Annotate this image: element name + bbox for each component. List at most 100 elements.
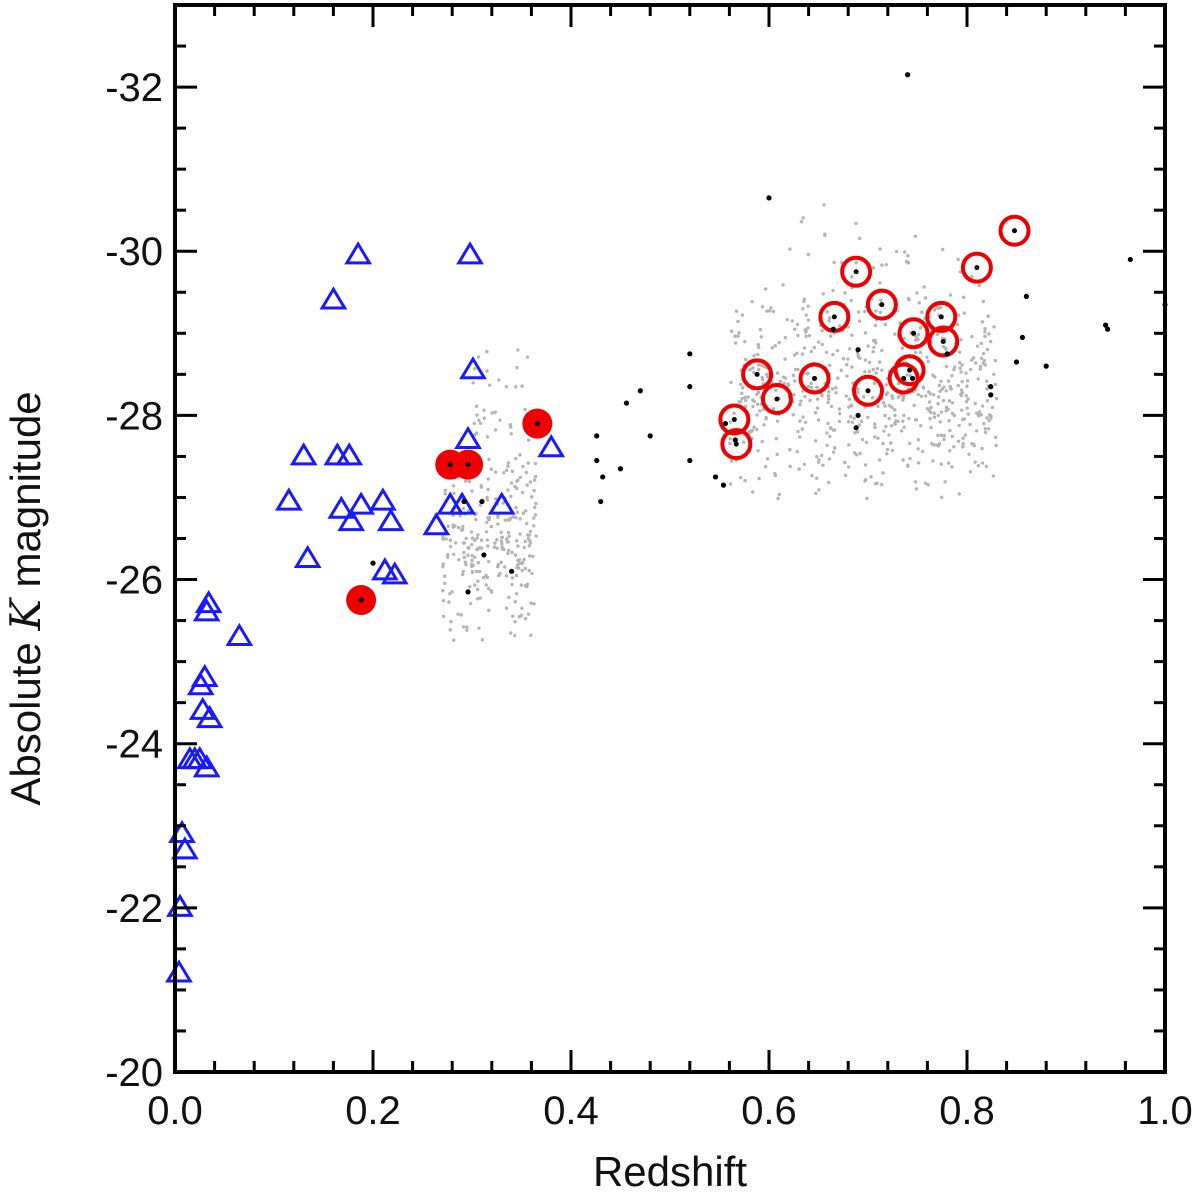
grey-point [854,221,858,226]
grey-point [525,521,529,526]
grey-point [978,364,983,369]
grey-point [441,564,445,569]
grey-point [961,445,965,449]
grey-point [843,291,847,295]
grey-point [957,492,962,496]
grey-point [869,475,873,479]
grey-point [486,477,490,481]
grey-point [755,413,759,417]
grey-point [795,351,799,355]
axes: 0.0 0.2 0.4 0.6 0.8 1.0 -20 -22 -24 -26 -28 -30 -32 [105,3,1193,1133]
grey-point [510,550,514,555]
black-dot [754,371,760,377]
triangle-point [319,286,348,310]
grey-point [447,600,451,604]
grey-point [933,375,937,379]
grey-point [983,334,987,339]
grey-point [504,468,509,472]
triangle-point [537,434,566,458]
grey-point [884,392,889,397]
black-dot [907,367,913,373]
grey-point [952,365,957,369]
grey-point [939,379,943,383]
triangle-point [454,425,482,450]
grey-point [955,322,960,327]
grey-point [733,334,737,338]
grey-point [470,489,474,493]
grey-point [530,495,534,499]
grey-point [815,406,820,410]
grey-point [884,383,889,387]
grey-point [960,363,964,367]
open-red-circle [927,325,960,358]
grey-point [777,492,782,497]
grey-point [788,464,792,469]
grey-point [441,588,445,593]
grey-point [524,470,529,475]
grey-point [950,465,954,469]
grey-point [522,545,526,550]
grey-point [758,327,763,332]
grey-point [485,538,490,542]
grey-point [993,435,998,440]
grey-point [827,390,831,394]
grey-point [738,475,743,480]
grey-point [806,326,810,330]
grey-point [988,339,993,344]
grey-point [850,365,854,369]
black-dot [905,72,911,78]
grey-point [936,413,940,418]
grey-point [942,433,947,438]
grey-point [928,416,932,421]
grey-point [918,326,923,330]
black-dot [974,265,980,271]
grey-point [871,367,875,372]
grey-point [863,309,867,314]
grey-point [880,348,884,353]
grey-point [508,517,512,522]
grey-point [796,429,800,434]
grey-point [775,452,779,457]
black-dot [855,412,861,418]
grey-point [966,397,970,401]
grey-point [883,413,887,418]
triangle-point [335,442,364,466]
grey-point [514,456,518,461]
grey-point [799,399,803,403]
grey-point [810,473,814,478]
grey-point [470,558,474,563]
grey-point [901,395,906,400]
grey-point [970,442,974,446]
grey-point [441,614,446,618]
grey-point [843,473,848,478]
grey-point [513,619,517,624]
grey-point [465,625,469,629]
grey-point [475,587,480,592]
grey-point [881,401,886,405]
grey-point [771,309,776,314]
grey-point [520,560,525,565]
black-dot [447,462,453,468]
grey-point [941,345,946,349]
grey-point [800,427,804,431]
grey-point [889,424,894,428]
grey-point [758,409,762,413]
grey-point [887,416,891,421]
grey-point [513,484,517,489]
y-tick-label: -24 [105,723,163,767]
grey-point [460,572,465,577]
grey-point [762,423,766,427]
grey-point [867,360,872,365]
grey-point [480,638,485,642]
black-dot [1013,359,1020,365]
grey-point [979,413,984,417]
grey-point [827,457,832,461]
grey-point [487,383,492,387]
grey-point [967,452,971,456]
grey-point [872,422,877,426]
grey-point [757,476,761,481]
grey-point [534,534,538,538]
grey-point [759,335,764,339]
grey-point [944,364,949,369]
grey-point [496,522,500,526]
